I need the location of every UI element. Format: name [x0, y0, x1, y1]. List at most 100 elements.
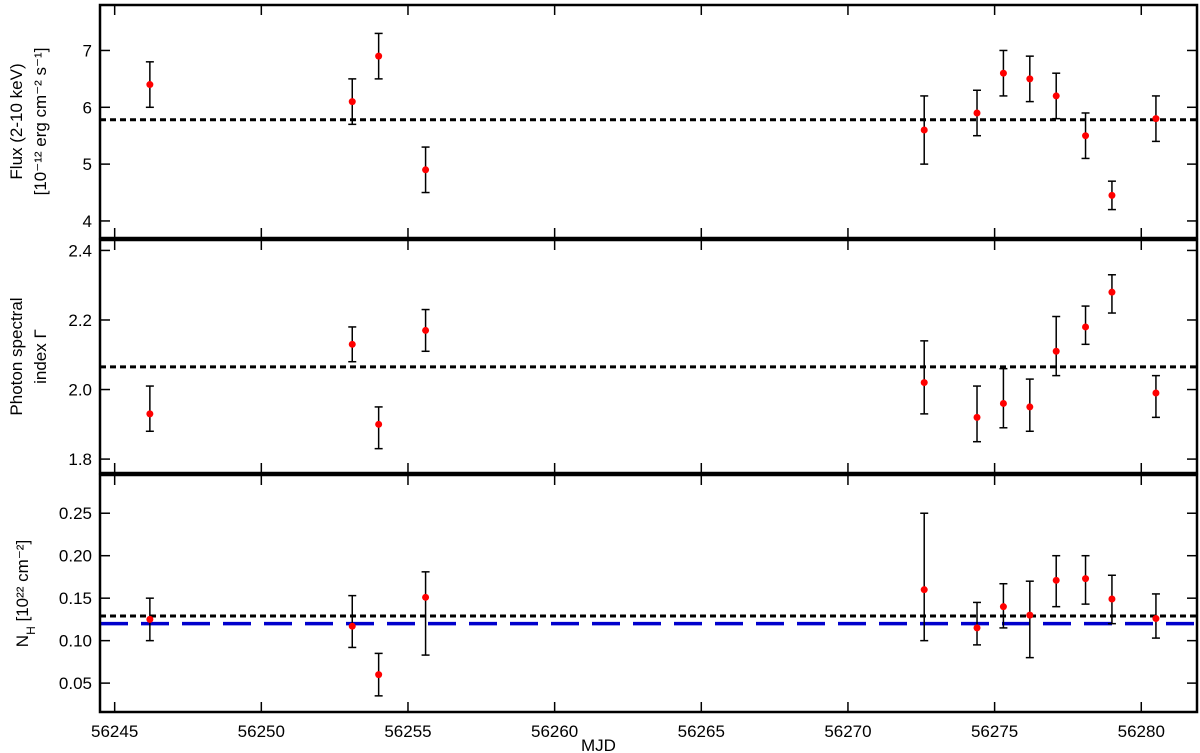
y-tick-label: 4	[83, 212, 92, 231]
point	[1026, 403, 1034, 411]
data-point	[1107, 274, 1116, 314]
plot-frame	[98, 238, 1199, 475]
data-point	[1151, 593, 1160, 639]
data-point	[1107, 180, 1116, 211]
data-point	[145, 385, 154, 433]
y-tick-label: 0.05	[59, 674, 92, 693]
data-point	[1081, 112, 1090, 160]
data-point	[421, 146, 430, 194]
point	[1082, 323, 1090, 331]
point	[1152, 615, 1160, 623]
data-point	[374, 406, 383, 450]
y-axis-label: Photon spectral	[7, 297, 26, 415]
data-point	[973, 385, 982, 443]
point	[348, 622, 356, 630]
data-point	[348, 594, 357, 649]
data-point	[1025, 55, 1034, 103]
point	[920, 126, 928, 134]
y-tick-label: 0.25	[59, 504, 92, 523]
point	[1052, 576, 1060, 584]
point	[920, 586, 928, 594]
point	[422, 593, 430, 601]
data-point	[1107, 574, 1116, 625]
point	[920, 379, 928, 387]
point	[146, 410, 154, 418]
point	[348, 98, 356, 106]
point	[375, 420, 383, 428]
data-point	[1025, 378, 1034, 433]
plot-frame	[98, 473, 1199, 714]
data-point	[1081, 554, 1090, 605]
x-tick-label: 56255	[384, 722, 431, 741]
data-point	[421, 308, 430, 353]
data-point	[1052, 315, 1061, 377]
y-tick-label: 0.15	[59, 589, 92, 608]
data-point	[999, 49, 1008, 97]
y-axis-label: [10⁻¹² erg cm⁻² s⁻¹]	[31, 48, 50, 196]
point	[146, 81, 154, 89]
x-axis-label: MJD	[581, 736, 616, 753]
point	[1108, 288, 1116, 296]
point	[146, 615, 154, 623]
point	[1108, 191, 1116, 199]
y-axis-label-part: H	[24, 626, 38, 635]
y-axis-label: Flux (2-10 keV)	[7, 63, 26, 179]
plot-frame	[98, 3, 1199, 240]
point	[999, 69, 1007, 77]
point	[1052, 92, 1060, 100]
x-tick-label: 56245	[91, 722, 138, 741]
point	[999, 603, 1007, 611]
point	[1052, 347, 1060, 355]
point	[999, 399, 1007, 407]
y-tick-label: 1.8	[68, 450, 92, 469]
y-tick-label: 2.0	[68, 381, 92, 400]
y-tick-label: 0.20	[59, 547, 92, 566]
y-tick-label: 0.10	[59, 632, 92, 651]
data-point	[145, 61, 154, 109]
point	[1152, 115, 1160, 123]
x-tick-label: 56275	[971, 722, 1018, 741]
x-tick-label: 56250	[238, 722, 285, 741]
data-point	[374, 652, 383, 697]
y-axis-label-part: [10²² cm⁻²]	[13, 540, 32, 626]
point	[375, 671, 383, 679]
point	[973, 624, 981, 632]
y-tick-label: 2.4	[68, 241, 92, 260]
point	[973, 413, 981, 421]
point	[973, 109, 981, 117]
data-point	[920, 340, 929, 415]
point	[422, 166, 430, 174]
point	[1026, 75, 1034, 83]
point	[1026, 611, 1034, 619]
x-tick-label: 56260	[531, 722, 578, 741]
data-point	[1151, 95, 1160, 143]
point	[1082, 575, 1090, 583]
y-axis-label: index Γ	[31, 329, 50, 384]
data-point	[145, 597, 154, 642]
data-point	[348, 326, 357, 363]
y-axis-label-part: N	[13, 635, 32, 647]
point	[1152, 389, 1160, 397]
data-point	[973, 601, 982, 646]
y-tick-label: 6	[83, 98, 92, 117]
data-point	[348, 78, 357, 126]
point	[422, 326, 430, 334]
data-point	[999, 582, 1008, 629]
y-axis-label: NH [10²² cm⁻²]	[13, 540, 38, 647]
x-tick-label: 56280	[1118, 722, 1165, 741]
data-point	[920, 512, 929, 642]
data-point	[1025, 580, 1034, 659]
point	[1108, 595, 1116, 603]
data-point	[1052, 554, 1061, 608]
x-tick-label: 56270	[824, 722, 871, 741]
x-tick-label: 56265	[678, 722, 725, 741]
data-point	[374, 32, 383, 80]
y-tick-label: 2.2	[68, 311, 92, 330]
data-point	[1052, 72, 1061, 120]
point	[1082, 132, 1090, 140]
data-point	[920, 95, 929, 165]
point	[348, 340, 356, 348]
y-tick-label: 5	[83, 155, 92, 174]
data-point	[973, 89, 982, 137]
point	[375, 52, 383, 60]
